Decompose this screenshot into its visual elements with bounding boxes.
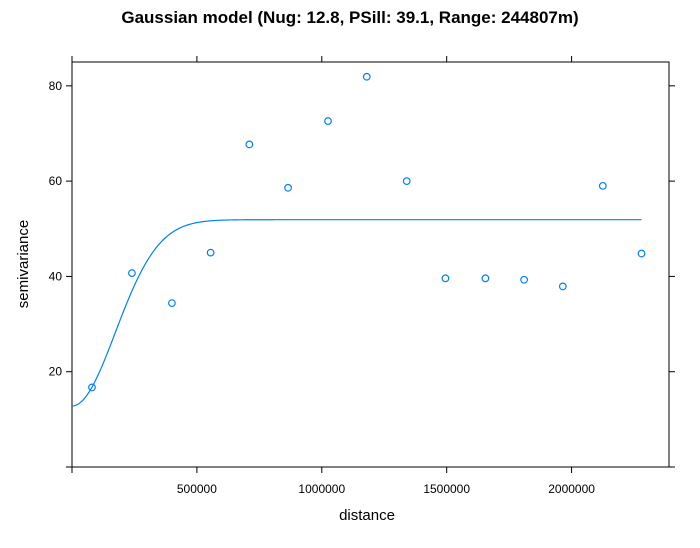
data-point	[441, 274, 450, 283]
data-point	[128, 269, 136, 277]
data-point	[245, 140, 254, 149]
x-tick-label: 1000000	[298, 482, 345, 496]
y-tick-label: 40	[49, 269, 63, 283]
data-point	[558, 282, 567, 291]
y-axis: 20 40 60 80	[49, 79, 675, 468]
x-tick-label: 2000000	[548, 482, 595, 496]
y-tick-label: 80	[49, 79, 63, 93]
y-tick-label: 20	[49, 365, 63, 379]
x-axis: 500000 1000000 1500000 2000000	[71, 56, 595, 496]
data-point	[362, 72, 371, 81]
y-tick-label: 60	[49, 174, 63, 188]
y-axis-label: semivariance	[15, 220, 32, 308]
data-point	[481, 274, 490, 283]
x-axis-label: distance	[339, 507, 395, 524]
model-curve	[71, 219, 642, 407]
x-tick-label: 1500000	[423, 482, 470, 496]
data-point	[402, 177, 411, 186]
data-point	[168, 299, 176, 307]
chart-title: Gaussian model (Nug: 12.8, PSill: 39.1, …	[121, 8, 578, 27]
data-point	[324, 117, 332, 125]
x-tick-label: 500000	[177, 482, 217, 496]
data-point	[637, 249, 646, 258]
data-point	[598, 181, 607, 190]
data-point	[206, 248, 215, 257]
data-point	[520, 275, 529, 284]
plot-frame	[71, 61, 670, 468]
data-point	[88, 383, 96, 392]
data-point	[284, 183, 292, 192]
data-points	[88, 72, 646, 392]
